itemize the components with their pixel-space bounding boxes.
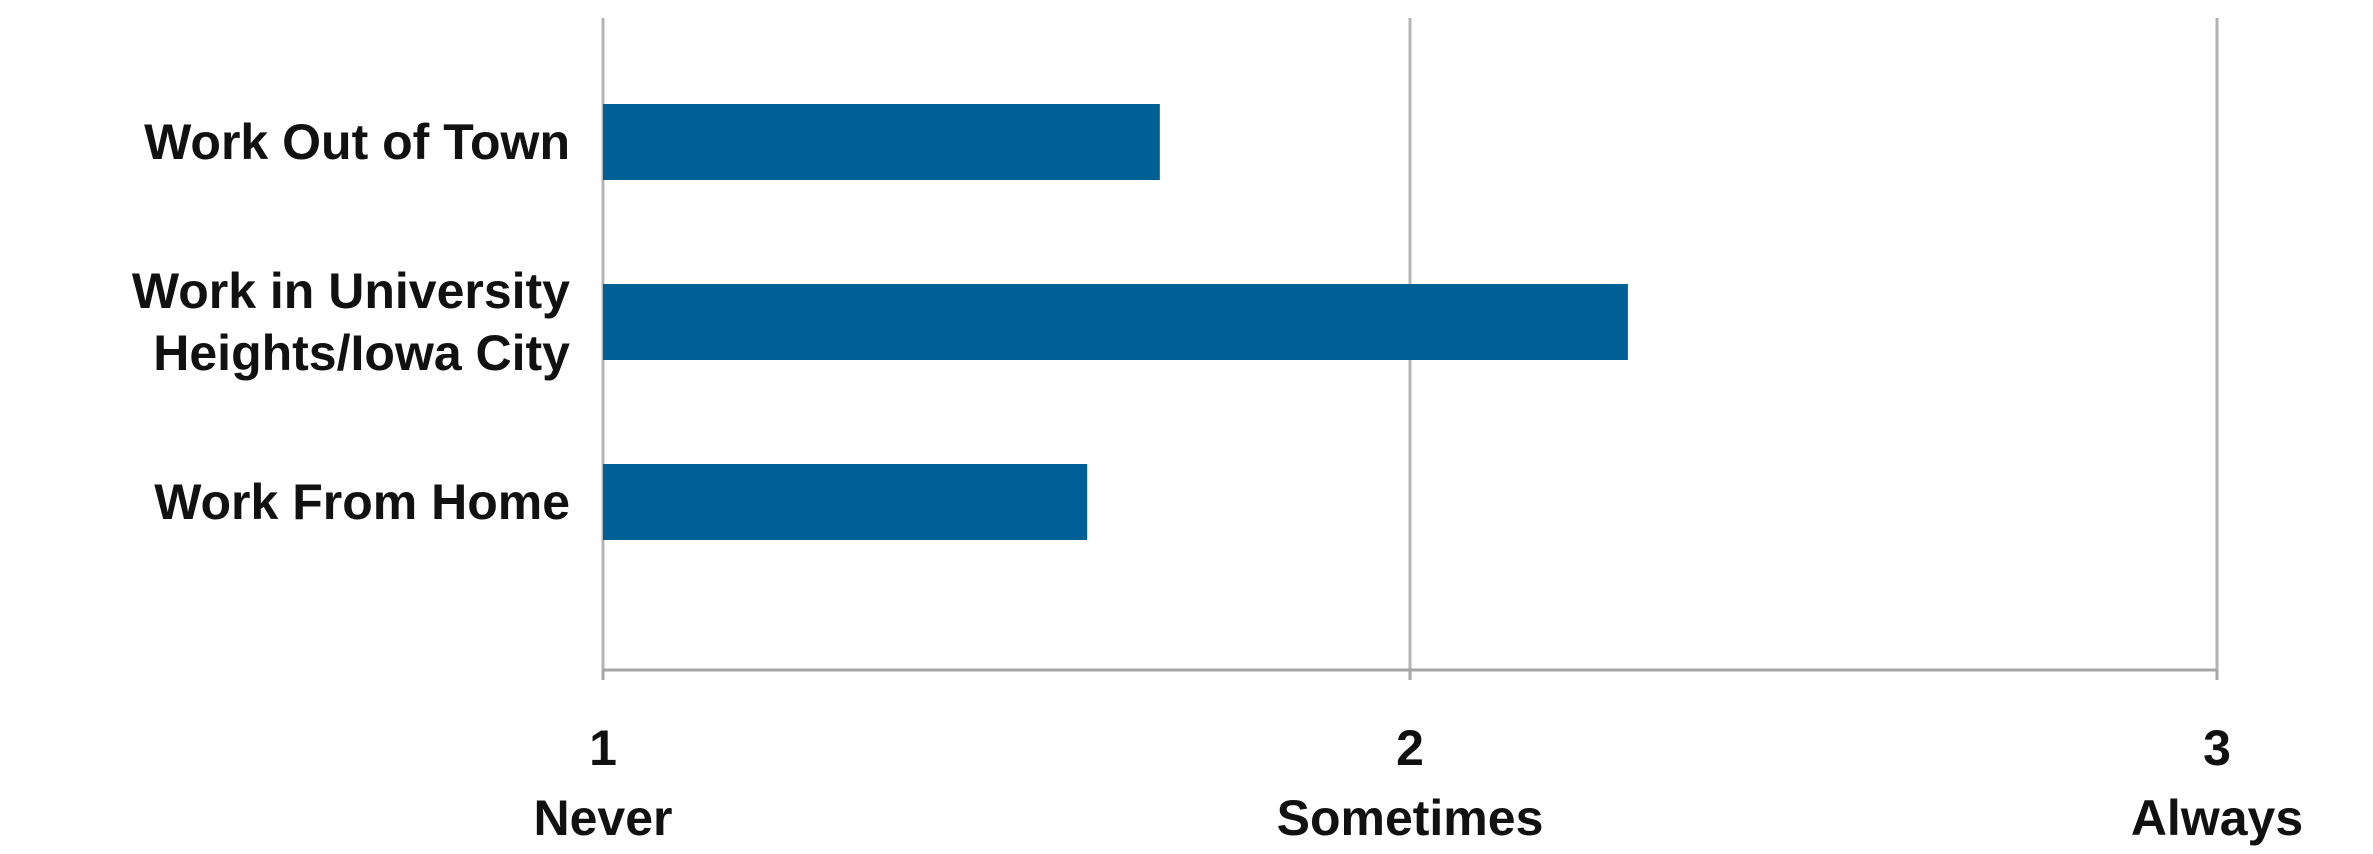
bars — [603, 104, 1628, 540]
tick-labels: 1 Never 2 Sometimes 3 Always — [534, 720, 2304, 846]
x-tick-label-word: Always — [2131, 790, 2303, 846]
x-tick-label-number: 3 — [2203, 720, 2231, 776]
x-tick-label-word: Never — [534, 790, 673, 846]
x-tick-label-number: 1 — [589, 720, 617, 776]
category-label: Work Out of Town — [144, 114, 570, 170]
bar-1 — [603, 104, 1160, 180]
bar-2 — [603, 284, 1628, 360]
x-axis — [601, 668, 2219, 680]
bar-3 — [603, 464, 1088, 540]
category-label: Work in University — [132, 263, 570, 319]
category-labels: Work Out of Town Work in University Height… — [132, 114, 570, 530]
category-label: Heights/Iowa City — [153, 325, 570, 381]
x-tick-label-number: 2 — [1396, 720, 1424, 776]
category-label: Work From Home — [154, 474, 570, 530]
x-tick-label-word: Sometimes — [1277, 790, 1544, 846]
